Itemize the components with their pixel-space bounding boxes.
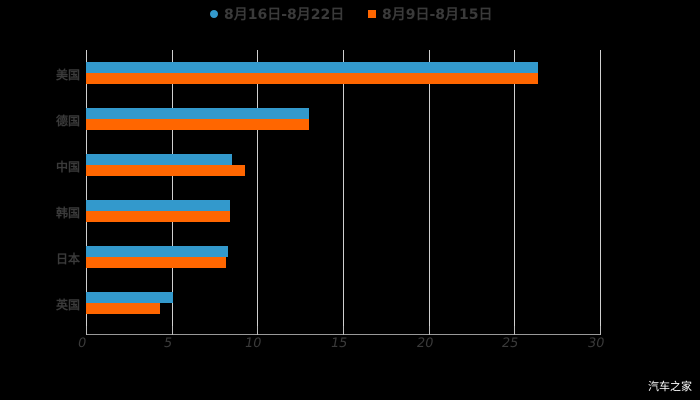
y-category-label: 德国 [55,114,80,128]
watermark: 汽车之家 [648,380,692,393]
legend-label: 8月9日-8月15日 [382,7,493,23]
chart-legend: 8月16日-8月22日 8月9日-8月15日 [0,4,700,24]
x-tick [257,326,259,335]
square-marker-icon [368,10,376,18]
x-tick [600,326,601,335]
x-tick-label: 20 [415,336,435,351]
bar-series-1[interactable] [86,62,539,73]
gridline [257,50,259,326]
legend-item-series-2[interactable]: 8月9日-8月15日 [368,4,493,24]
bar-series-2[interactable] [86,303,160,314]
legend-label: 8月16日-8月22日 [224,7,345,23]
x-tick-label: 15 [329,336,349,351]
bar-series-2[interactable] [86,73,539,84]
y-category-label: 中国 [55,160,80,174]
x-tick-label: 10 [243,336,263,351]
y-category-label: 日本 [55,252,80,266]
y-category-label: 美国 [55,68,80,82]
gridline [86,50,87,326]
plot-area [86,50,601,326]
y-category-label: 英国 [55,298,80,312]
y-category-label: 韩国 [55,206,80,220]
x-tick [343,326,344,335]
bar-series-1[interactable] [86,154,232,165]
bar-series-1[interactable] [86,200,230,211]
x-tick [428,326,430,335]
x-tick-label: 25 [500,336,520,351]
gridline [600,50,601,326]
x-tick [514,326,516,335]
x-tick [171,326,173,335]
bar-series-1[interactable] [86,246,229,257]
gridline [428,50,430,326]
gridline [171,50,173,326]
x-tick-label: 0 [76,336,88,351]
gridline [514,50,516,326]
x-tick-label: 30 [586,336,606,351]
bar-series-2[interactable] [86,257,227,268]
circle-marker-icon [210,10,218,18]
bar-series-2[interactable] [86,211,230,222]
x-tick [86,326,87,335]
bar-series-2[interactable] [86,119,309,130]
bar-series-2[interactable] [86,165,246,176]
gridline [343,50,344,326]
x-tick-label: 5 [162,336,174,351]
bar-series-1[interactable] [86,292,174,303]
legend-item-series-1[interactable]: 8月16日-8月22日 [210,4,344,24]
bar-series-1[interactable] [86,108,309,119]
